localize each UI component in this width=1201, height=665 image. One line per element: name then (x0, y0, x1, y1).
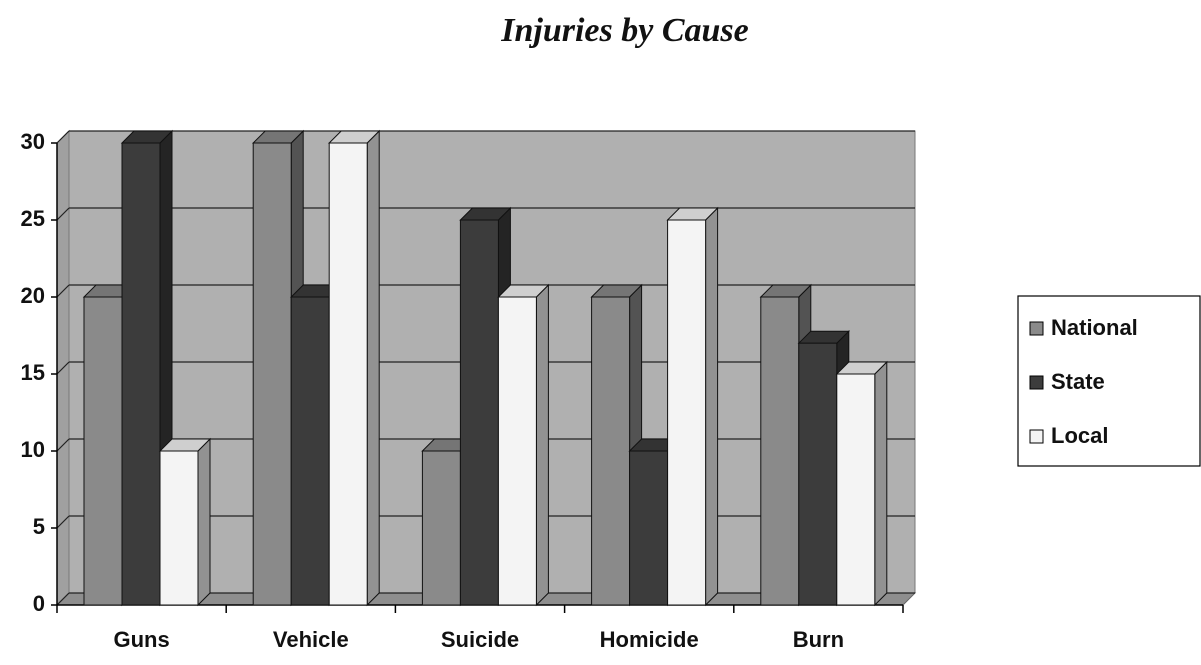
bar-front (121, 142, 161, 606)
grid-line (56, 515, 70, 529)
bar (759, 283, 813, 607)
bar-front (459, 219, 499, 606)
y-tick-label: 20 (21, 283, 45, 308)
bar (158, 437, 212, 607)
bar (497, 283, 550, 607)
grid-line (56, 284, 70, 298)
bar-front (421, 450, 461, 606)
bar-front (290, 296, 330, 606)
bar-front (798, 342, 838, 606)
bar-front (591, 296, 631, 606)
bar-side (366, 129, 380, 607)
bar-front (159, 450, 199, 606)
grid-line (56, 438, 70, 452)
y-tick-label: 5 (33, 514, 45, 539)
y-tick-label: 15 (21, 360, 45, 385)
grid-line (56, 361, 70, 375)
legend-label: National (1051, 315, 1138, 340)
bar (666, 206, 719, 607)
bar (327, 129, 381, 607)
x-tick-label: Guns (113, 627, 169, 652)
grid-line (56, 592, 70, 606)
x-tick-label: Burn (793, 627, 844, 652)
grid-line (56, 207, 70, 221)
bar-side (705, 206, 719, 607)
bar-side (197, 437, 211, 607)
legend-box (1017, 295, 1201, 467)
bar-front (83, 296, 123, 606)
chart-title: Injuries by Cause (500, 12, 749, 49)
y-tick-label: 30 (21, 129, 45, 154)
legend-label: State (1051, 369, 1105, 394)
bar-front (836, 373, 876, 606)
legend-swatch (1029, 375, 1044, 390)
y-tick-label: 10 (21, 437, 45, 462)
y-tick-label: 0 (33, 591, 45, 616)
bar-front (760, 296, 800, 606)
x-tick-label: Vehicle (273, 627, 349, 652)
y-tick-label: 25 (21, 206, 45, 231)
bar-side (874, 360, 888, 607)
legend-swatch (1029, 429, 1044, 444)
bar-front (252, 142, 292, 606)
bar-side (535, 283, 549, 607)
grid-line (56, 130, 70, 144)
bar-front (328, 142, 368, 606)
x-tick-label: Homicide (600, 627, 699, 652)
legend-swatch (1029, 321, 1044, 336)
x-tick-label: Suicide (441, 627, 519, 652)
bar-front (497, 296, 537, 606)
legend-label: Local (1051, 423, 1108, 448)
bar-front (667, 219, 707, 606)
bar-front (629, 450, 669, 606)
bar (835, 360, 889, 607)
